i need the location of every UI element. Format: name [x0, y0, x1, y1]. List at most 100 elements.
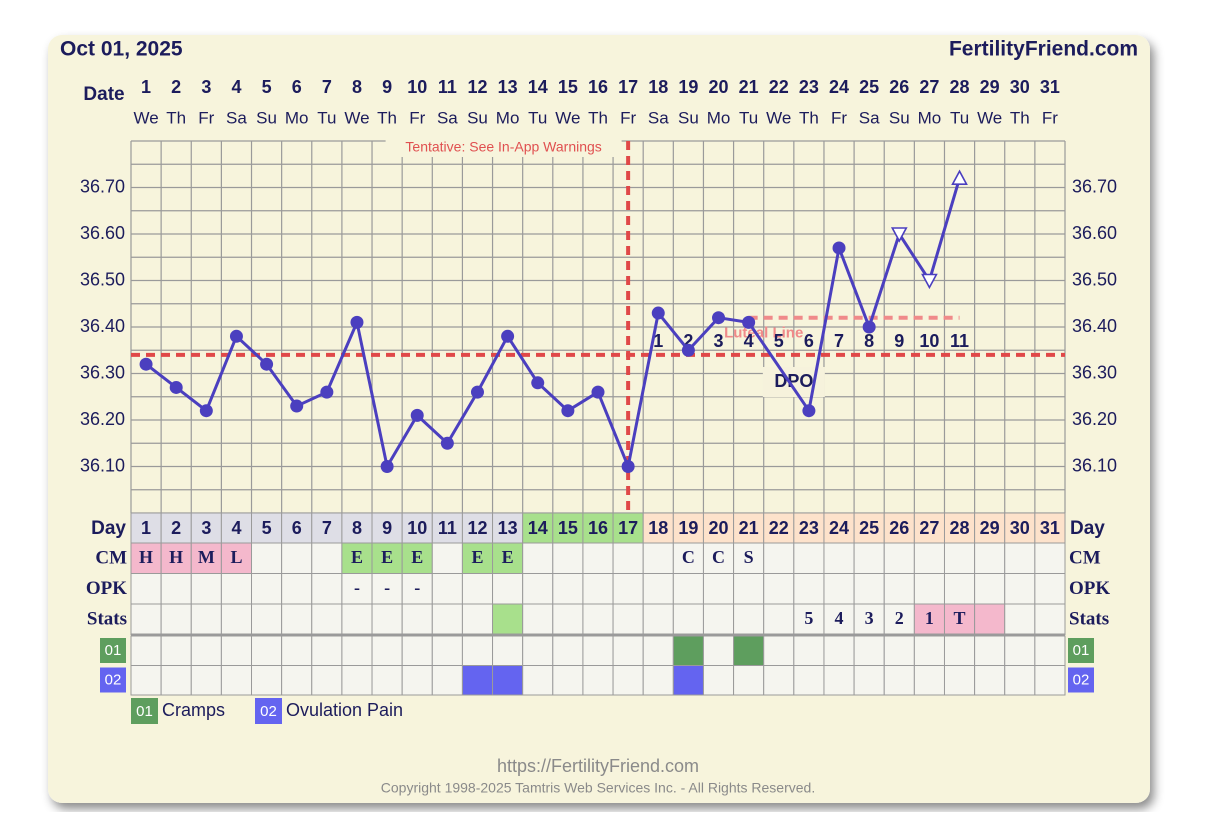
- y-tick-label: 36.30: [80, 362, 125, 382]
- date-number: 20: [709, 77, 729, 97]
- table-cell: [190, 603, 222, 635]
- table-cell: [311, 542, 343, 574]
- temp-point: [561, 404, 575, 418]
- table-cell: [943, 512, 976, 544]
- row-entry: C: [712, 547, 725, 567]
- date-number: 30: [1010, 77, 1030, 97]
- weekday: Sa: [437, 108, 458, 127]
- row-label: OPK: [86, 578, 127, 599]
- legend-label: Cramps: [162, 700, 225, 720]
- y-tick-label: 36.60: [1072, 223, 1117, 243]
- table-cell: [793, 635, 825, 666]
- y-tick-label: 36.20: [1072, 409, 1117, 429]
- weekday: Th: [1010, 108, 1030, 127]
- y-tick-label: 36.10: [80, 455, 125, 475]
- table-cell: [341, 665, 373, 696]
- code-left: 02: [105, 671, 122, 688]
- table-cell: [582, 573, 614, 605]
- day-number: 11: [438, 518, 457, 538]
- table-cell: [160, 603, 192, 635]
- weekday: We: [766, 108, 791, 127]
- temp-point: [199, 404, 213, 418]
- table-cell: [974, 542, 1006, 574]
- table-cell: [612, 542, 644, 574]
- table-cell: [823, 603, 855, 635]
- table-cell: [672, 635, 704, 666]
- date-number: 6: [292, 77, 302, 97]
- table-cell: [582, 603, 614, 635]
- legend-box: [131, 698, 158, 724]
- day-number: 3: [201, 518, 211, 538]
- weekday: Tu: [528, 108, 547, 127]
- day-number: 14: [528, 518, 548, 538]
- temp-point: [410, 408, 424, 422]
- weekday: Fr: [1042, 108, 1058, 127]
- table-cell: [522, 512, 554, 544]
- table-cell: [492, 542, 524, 574]
- table-cell: [612, 635, 644, 666]
- table-cell: [793, 665, 825, 696]
- date-number: 7: [322, 77, 332, 97]
- table-cell: [1034, 665, 1066, 696]
- weekday: Fr: [198, 108, 214, 127]
- table-cell: [672, 542, 704, 574]
- row-entry: 2: [895, 608, 904, 628]
- day-number: 13: [498, 518, 518, 538]
- table-cell: [281, 573, 313, 605]
- table-cell: [431, 603, 463, 635]
- table-cell: [943, 603, 976, 635]
- legend-code: 02: [260, 703, 277, 720]
- table-cell: [251, 635, 283, 666]
- table-cell: [130, 665, 162, 696]
- day-number: 31: [1040, 518, 1060, 538]
- y-tick-label: 36.60: [80, 223, 125, 243]
- table-cell: [943, 542, 976, 574]
- row-label: Day: [91, 518, 126, 539]
- date-label: Date: [83, 84, 124, 105]
- table-cell: [251, 603, 283, 635]
- table-cell: [582, 542, 614, 574]
- table-cell: [220, 542, 253, 574]
- table-cell: [974, 512, 1006, 544]
- day-number: 27: [919, 518, 939, 538]
- table-cell: [130, 603, 162, 635]
- table-cell: [943, 635, 976, 666]
- temp-point: [501, 329, 515, 343]
- temp-point: [139, 357, 153, 371]
- table-cell: [642, 603, 674, 635]
- table-cell: [974, 573, 1006, 605]
- dpo-number: 10: [919, 331, 939, 351]
- table-cell: [190, 573, 222, 605]
- date-number: 10: [407, 77, 427, 97]
- table-cell: [883, 573, 915, 605]
- table-cell: [1034, 542, 1066, 574]
- table-cell: [492, 665, 524, 696]
- table-cell: [341, 542, 373, 574]
- table-cell: [642, 512, 674, 544]
- table-cell: [642, 665, 674, 696]
- table-cell: [913, 542, 945, 574]
- table-cell: [763, 512, 795, 544]
- y-tick-label: 36.30: [1072, 362, 1117, 382]
- day-number: 26: [889, 518, 909, 538]
- table-cell: [974, 635, 1006, 666]
- code-right-box: [1068, 667, 1094, 693]
- date-number: 2: [171, 77, 181, 97]
- table-cell: [281, 542, 313, 574]
- table-cell: [401, 542, 433, 574]
- table-cell: [552, 665, 584, 696]
- row-label: Day: [1070, 518, 1105, 539]
- table-cell: [823, 512, 855, 544]
- table-cell: [251, 542, 283, 574]
- date-number: 13: [498, 77, 518, 97]
- weekday: Th: [588, 108, 608, 127]
- row-label: OPK: [1069, 578, 1110, 599]
- row-entry: -: [354, 578, 360, 598]
- table-cell: [431, 665, 463, 696]
- table-cell: [582, 512, 614, 544]
- weekday: Tu: [950, 108, 969, 127]
- weekday: Fr: [620, 108, 636, 127]
- warning-bg: [385, 139, 622, 157]
- date-number: 5: [262, 77, 272, 97]
